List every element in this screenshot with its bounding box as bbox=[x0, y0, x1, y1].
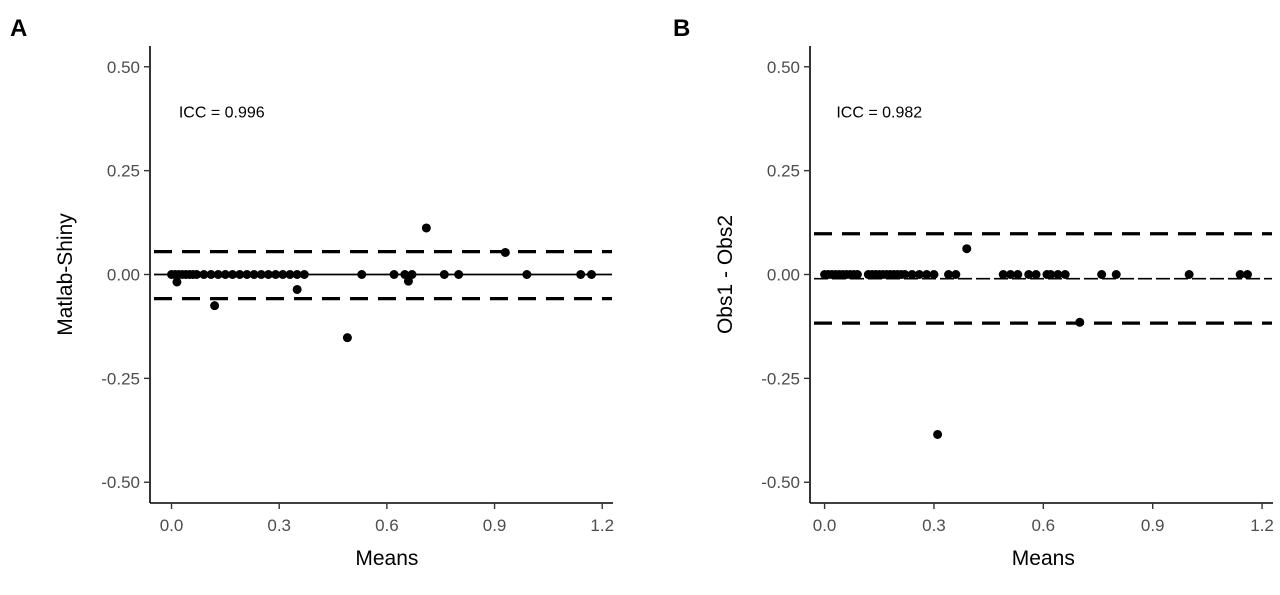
data-point-a bbox=[400, 270, 410, 279]
data-point-a bbox=[299, 270, 309, 279]
x-tick-label-a: 1.2 bbox=[590, 516, 614, 535]
data-point-b bbox=[900, 270, 910, 279]
data-point-a bbox=[242, 270, 252, 279]
panel-b: B Obs1 - Obs2 Means ICC = 0.982 -0.50 -0.… bbox=[673, 15, 1274, 570]
x-tick-label-b: 0.6 bbox=[1032, 516, 1056, 535]
data-point-a bbox=[172, 277, 182, 287]
data-point-a bbox=[500, 247, 510, 257]
data-point-a bbox=[220, 270, 230, 279]
data-point-b bbox=[1006, 270, 1016, 279]
panel-label-a: A bbox=[10, 15, 27, 42]
data-point-b bbox=[922, 270, 932, 279]
data-point-a bbox=[199, 270, 209, 279]
data-point-b bbox=[962, 244, 972, 254]
data-point-b bbox=[951, 270, 961, 279]
y-axis-title-a: Matlab-Shiny bbox=[54, 213, 77, 336]
y-tick-label-b: 0.00 bbox=[767, 266, 800, 285]
data-point-b bbox=[1242, 270, 1252, 279]
data-point-a bbox=[206, 270, 216, 279]
data-point-a bbox=[403, 276, 413, 286]
x-tick-label-b: 1.2 bbox=[1250, 516, 1274, 535]
data-point-a bbox=[235, 270, 245, 279]
data-point-b bbox=[1060, 270, 1070, 279]
y-tick-label-a: -0.50 bbox=[101, 473, 140, 492]
data-point-a bbox=[439, 270, 449, 279]
x-tick-label-b: 0.3 bbox=[922, 516, 946, 535]
y-tick-label-a: 0.50 bbox=[107, 58, 140, 77]
panel-label-b: B bbox=[673, 15, 690, 42]
data-point-a bbox=[454, 270, 464, 279]
data-point-b bbox=[907, 270, 917, 279]
y-tick-label-b: -0.50 bbox=[761, 473, 800, 492]
data-point-a bbox=[213, 270, 223, 279]
data-point-a bbox=[421, 223, 431, 233]
data-point-a bbox=[256, 270, 266, 279]
data-point-a bbox=[292, 284, 302, 294]
data-point-b bbox=[1053, 270, 1063, 279]
data-point-b bbox=[852, 270, 862, 279]
data-point-b bbox=[944, 270, 954, 279]
x-tick-label-b: 0.9 bbox=[1141, 516, 1165, 535]
y-tick-label-b: 0.25 bbox=[767, 162, 800, 181]
y-tick-label-a: 0.00 bbox=[107, 266, 140, 285]
data-point-b bbox=[914, 270, 924, 279]
data-point-b bbox=[1075, 317, 1085, 327]
data-point-b bbox=[1024, 270, 1034, 279]
data-point-a bbox=[407, 270, 417, 279]
data-point-a bbox=[522, 270, 532, 279]
data-point-a bbox=[271, 270, 281, 279]
panel-a: A Matlab-Shiny Means ICC = 0.996 -0.50 -0… bbox=[10, 15, 614, 570]
data-point-b bbox=[1111, 270, 1121, 279]
data-point-b bbox=[1046, 270, 1056, 279]
data-point-a bbox=[357, 270, 367, 279]
icc-annotation-b: ICC = 0.982 bbox=[836, 104, 922, 121]
x-axis-title-a: Means bbox=[355, 547, 418, 570]
data-point-a bbox=[285, 270, 295, 279]
y-tick-label-a: 0.25 bbox=[107, 162, 140, 181]
data-point-a bbox=[228, 270, 238, 279]
x-tick-label-a: 0.9 bbox=[483, 516, 507, 535]
x-tick-label-b: 0.0 bbox=[813, 516, 837, 535]
y-tick-label-b: -0.25 bbox=[761, 369, 800, 388]
data-point-a bbox=[210, 301, 220, 311]
data-point-a bbox=[576, 270, 586, 279]
data-point-a bbox=[342, 333, 352, 343]
x-axis-title-b: Means bbox=[1012, 547, 1075, 570]
data-point-b bbox=[929, 270, 939, 279]
data-point-a bbox=[389, 270, 399, 279]
x-tick-label-a: 0.0 bbox=[160, 516, 184, 535]
data-point-a bbox=[192, 270, 202, 279]
data-point-b bbox=[1097, 270, 1107, 279]
data-point-b bbox=[1235, 270, 1245, 279]
data-point-a bbox=[249, 270, 259, 279]
data-point-b bbox=[1013, 270, 1023, 279]
data-point-b bbox=[933, 429, 943, 439]
data-point-b bbox=[998, 270, 1008, 279]
y-axis-title-b: Obs1 - Obs2 bbox=[714, 215, 737, 334]
y-tick-label-b: 0.50 bbox=[767, 58, 800, 77]
data-point-a bbox=[292, 270, 302, 279]
data-point-a bbox=[263, 270, 273, 279]
data-point-b bbox=[1184, 270, 1194, 279]
data-point-a bbox=[586, 270, 596, 279]
x-tick-label-a: 0.6 bbox=[375, 516, 399, 535]
x-tick-label-a: 0.3 bbox=[267, 516, 291, 535]
data-point-a bbox=[278, 270, 288, 279]
y-tick-label-a: -0.25 bbox=[101, 369, 140, 388]
data-point-b bbox=[1031, 270, 1041, 279]
icc-annotation-a: ICC = 0.996 bbox=[179, 104, 265, 121]
